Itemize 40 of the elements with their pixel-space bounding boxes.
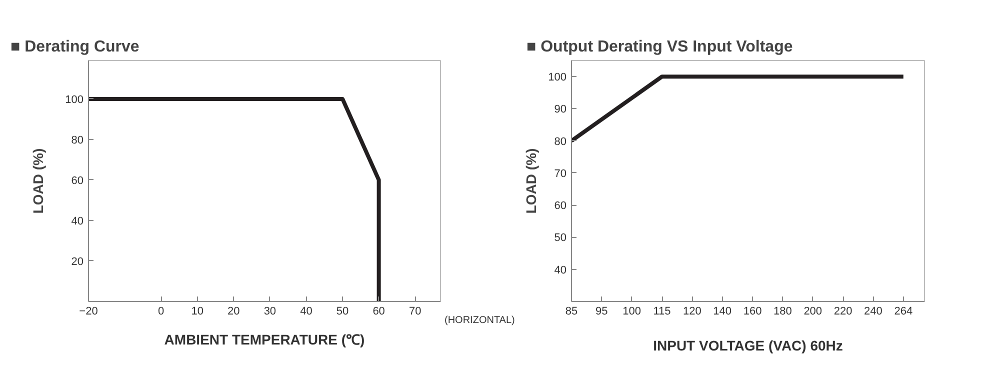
y-axis-title: LOAD (%) xyxy=(523,148,540,214)
y-tick-label: 60 xyxy=(554,200,567,212)
x-tick-label: 0 xyxy=(158,306,164,318)
x-tick-label: 115 xyxy=(653,306,671,318)
x-tick-label: 70 xyxy=(408,306,422,318)
x-tick-label: −20 xyxy=(79,306,98,318)
y-tick-label: 80 xyxy=(554,136,567,148)
y-tick-label: 100 xyxy=(65,94,84,106)
y-tick-label: 70 xyxy=(554,168,567,180)
x-tick-label: 264 xyxy=(894,306,913,318)
x-tick-label: 60 xyxy=(372,306,385,318)
x-axis-title: AMBIENT TEMPERATURE (℃) xyxy=(164,332,365,348)
x-tick-label: 20 xyxy=(228,306,240,318)
x-tick-label: 10 xyxy=(191,306,204,318)
x-tick-label: 50 xyxy=(336,306,349,318)
y-tick-label: 50 xyxy=(554,232,567,244)
text: (HORIZONTAL) xyxy=(444,315,515,326)
y-tick-label: 40 xyxy=(71,215,84,228)
x-tick-label: 220 xyxy=(834,306,852,318)
y-tick-label: 20 xyxy=(71,256,84,268)
y-tick-label: 80 xyxy=(71,134,84,146)
x-tick-label: 200 xyxy=(804,306,822,318)
x-tick-label: 95 xyxy=(596,306,608,318)
chart-title: ■ Derating Curve xyxy=(10,38,140,56)
x-tick-label: 40 xyxy=(300,306,312,318)
y-tick-label: 90 xyxy=(554,104,567,116)
x-tick-label: 140 xyxy=(713,306,732,318)
x-tick-label: 85 xyxy=(565,306,578,318)
y-tick-label: 60 xyxy=(71,174,84,187)
x-tick-label: 120 xyxy=(683,306,702,318)
x-tick-label: 180 xyxy=(774,306,792,318)
x-tick-label: 30 xyxy=(264,306,276,318)
y-axis-title: LOAD (%) xyxy=(30,148,46,214)
x-tick-label: 240 xyxy=(864,306,882,318)
x-tick-label: 160 xyxy=(743,306,762,318)
y-tick-label: 100 xyxy=(548,72,567,84)
x-axis-title: INPUT VOLTAGE (VAC) 60Hz xyxy=(653,338,843,354)
y-tick-label: 40 xyxy=(554,264,567,276)
x-tick-label: 100 xyxy=(622,306,642,318)
chart-title: ■ Output Derating VS Input Voltage xyxy=(526,38,793,56)
